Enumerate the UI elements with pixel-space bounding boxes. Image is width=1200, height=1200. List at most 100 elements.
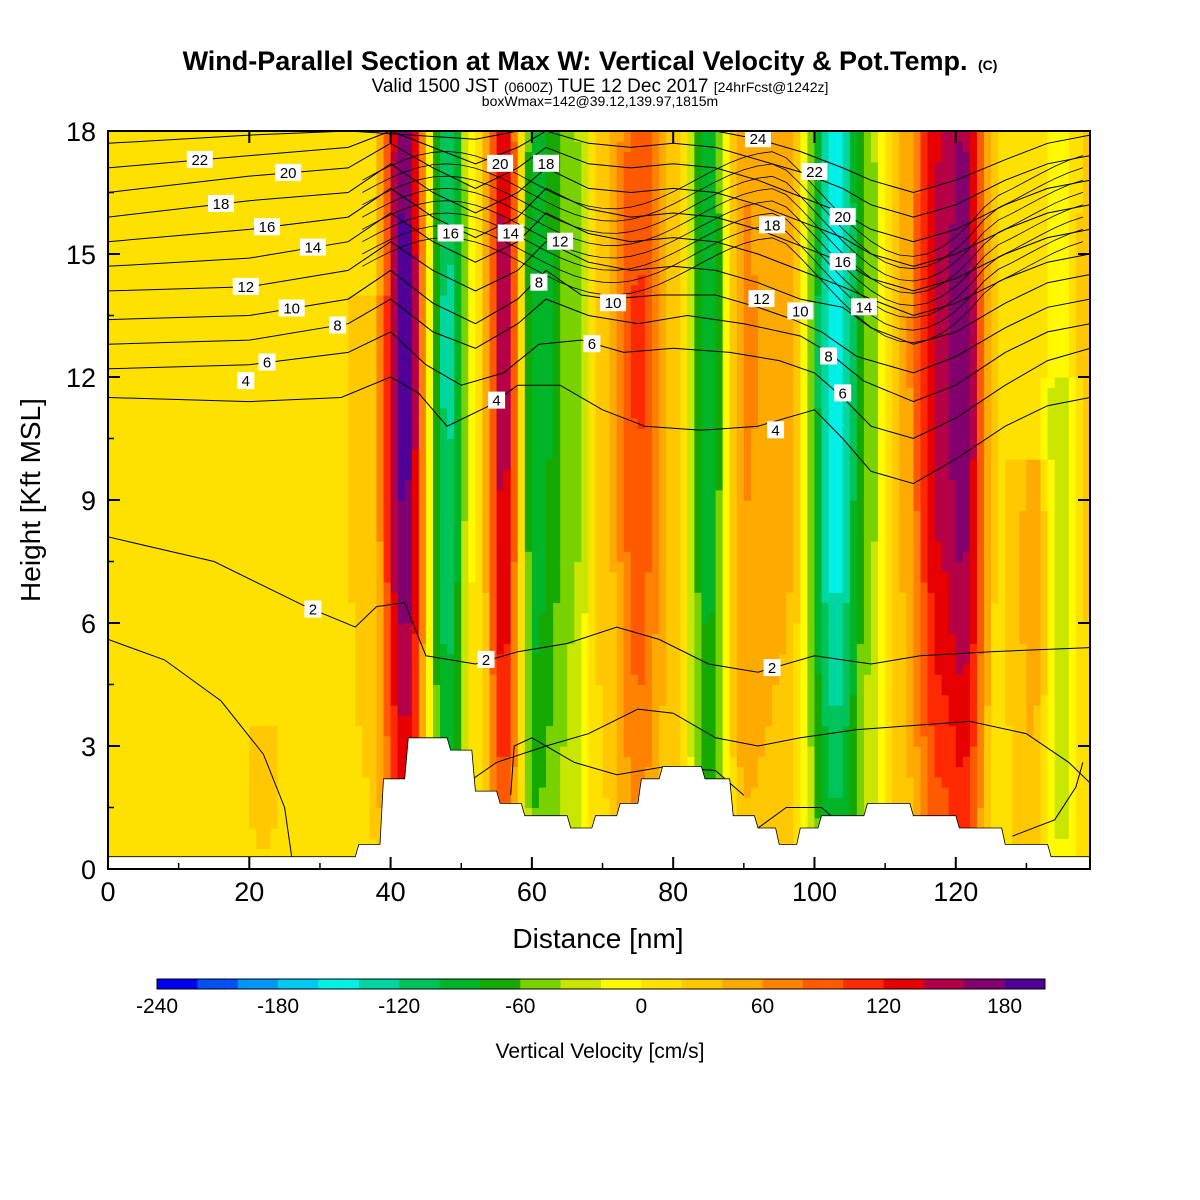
contour-label-20: 20 [834,209,851,226]
contour-label-16-bg [254,218,280,236]
colorbar-swatch [439,979,481,989]
velocity-cell [1047,131,1056,388]
pot-temp-contour-low [757,807,837,829]
velocity-cell [913,510,922,747]
velocity-cell [609,571,618,869]
velocity-cell [1040,510,1049,696]
velocity-cell [630,418,639,675]
velocity-cell [164,131,173,869]
velocity-cell [447,438,455,655]
velocity-cell [327,131,335,869]
velocity-cell [955,561,964,675]
velocity-cell [842,602,851,727]
colorbar-swatch [601,979,642,989]
velocity-cell [701,131,710,624]
velocity-cell [397,623,406,716]
velocity-cell [715,131,724,214]
pot-temp-contour-22 [108,131,1090,218]
chart-title-main: Wind-Parallel Section at Max W: Vertical… [183,46,968,76]
y-tick-label: 6 [81,609,96,639]
velocity-cell [1040,694,1049,869]
velocity-cell [849,202,858,501]
forecast-info: [24hrFcst@1242z] [714,79,829,95]
velocity-cell [800,131,809,869]
velocity-cell [1040,459,1049,511]
velocity-cell [1047,387,1056,460]
velocity-cell [122,131,130,869]
velocity-cell [630,674,639,829]
velocity-cell [913,192,922,511]
velocity-cell [129,131,137,869]
velocity-cell [1033,131,1042,460]
velocity-cell [863,131,872,675]
velocity-cell [440,643,448,778]
colorbar-swatch [399,979,440,989]
contour-label-12-bg [232,277,259,295]
velocity-cell [1033,705,1042,869]
velocity-cell [701,623,710,788]
potential-temperature-contours [108,131,1090,857]
velocity-cell [376,295,385,542]
velocity-cell [496,213,505,491]
terrain-profile [108,737,1090,869]
velocity-cell [270,131,279,727]
velocity-cell [969,131,978,245]
velocity-cell [1061,838,1070,869]
velocity-cell [390,151,399,593]
x-tick-label: 40 [376,877,406,907]
contour-label-6-bg [583,335,601,353]
colorbar-swatch [923,979,965,989]
velocity-cell [1068,131,1077,378]
velocity-cell [779,653,787,869]
velocity-cell [256,725,265,850]
velocity-cell [602,131,611,798]
velocity-cell [397,213,406,501]
colorbar-tick-label: -240 [136,995,178,1018]
velocity-cell [213,131,222,869]
pot-temp-contour-2 [108,536,1090,673]
velocity-cell [503,131,512,235]
velocity-cell [729,131,738,757]
box-wmax-info: boxWmax=142@39.12,139.97,1815m [482,93,718,109]
pot-temp-contour-10 [108,269,1090,374]
velocity-cell [1019,459,1028,511]
velocity-cell [1026,459,1035,737]
velocity-cell [228,131,236,869]
colorbar-swatch [883,979,925,989]
velocity-cell [708,131,717,614]
velocity-cell [969,459,978,645]
contour-label-14: 14 [305,240,322,257]
velocity-cell [927,131,936,593]
velocity-cell [814,295,823,409]
contour-label-12: 12 [552,234,569,251]
velocity-cell [291,131,300,869]
velocity-cell [383,131,392,296]
velocity-cell [870,541,879,869]
velocity-cell [447,264,455,440]
colorbar-swatch [520,979,561,989]
colorbar-swatch [157,979,198,989]
colorbar-swatch [802,979,844,989]
velocity-cell [616,561,625,819]
pot-temp-contour-4 [108,376,1090,485]
contour-label-16: 16 [442,226,459,243]
velocity-cell [715,489,724,788]
pot-temp-contour-14 [108,212,1090,317]
velocity-cell [757,131,766,757]
velocity-cell [404,623,413,716]
velocity-cell [546,243,554,460]
velocity-cell [249,725,257,829]
pot-temp-contour-8 [108,298,1090,403]
contour-label-20-bg [487,154,514,172]
velocity-cell [984,131,992,706]
velocity-cell [644,571,653,768]
velocity-cell [962,756,971,829]
contour-label-6-bg [834,384,852,402]
velocity-cell [235,131,243,869]
contour-label-10: 10 [283,301,300,318]
contour-label-14: 14 [502,226,519,243]
velocity-cell [743,131,752,204]
contour-label-18-bg [533,154,559,172]
contour-label-10-bg [278,299,305,317]
